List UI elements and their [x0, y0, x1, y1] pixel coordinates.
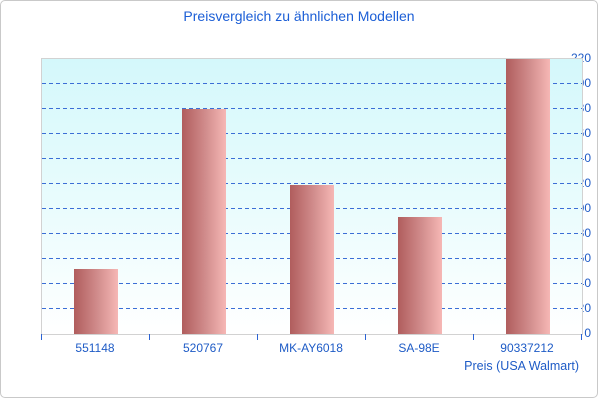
gridline-200: [42, 83, 582, 84]
bar-520767: [182, 109, 226, 334]
x-axis-tick-mark: [365, 334, 366, 340]
chart-title: Preisvergleich zu ähnlichen Modellen: [183, 8, 415, 24]
plot-area: [41, 58, 583, 335]
x-axis-tick-mark: [149, 334, 150, 340]
x-tick-label-551148: 551148: [75, 341, 115, 355]
gridline-120: [42, 183, 582, 184]
x-axis-title: Preis (USA Walmart): [464, 359, 579, 373]
x-tick-label-MK-AY6018: MK-AY6018: [279, 341, 343, 355]
x-tick-label-520767: 520767: [182, 341, 224, 355]
bar-90337212: [506, 59, 550, 334]
x-axis-tick-mark: [473, 334, 474, 340]
bar-551148: [74, 269, 118, 334]
gridline-180: [42, 108, 582, 109]
x-axis-tick-mark: [41, 334, 42, 340]
x-tick-label-SA-98E: SA-98E: [398, 341, 440, 355]
x-tick-label-90337212: 90337212: [500, 341, 554, 355]
bar-SA-98E: [398, 216, 442, 334]
x-axis-tick-mark: [257, 334, 258, 340]
y-tick-label-0: 0: [584, 326, 591, 340]
x-axis-tick-mark: [581, 334, 582, 340]
bar-MK-AY6018: [290, 185, 334, 334]
gridline-160: [42, 133, 582, 134]
gridline-140: [42, 158, 582, 159]
